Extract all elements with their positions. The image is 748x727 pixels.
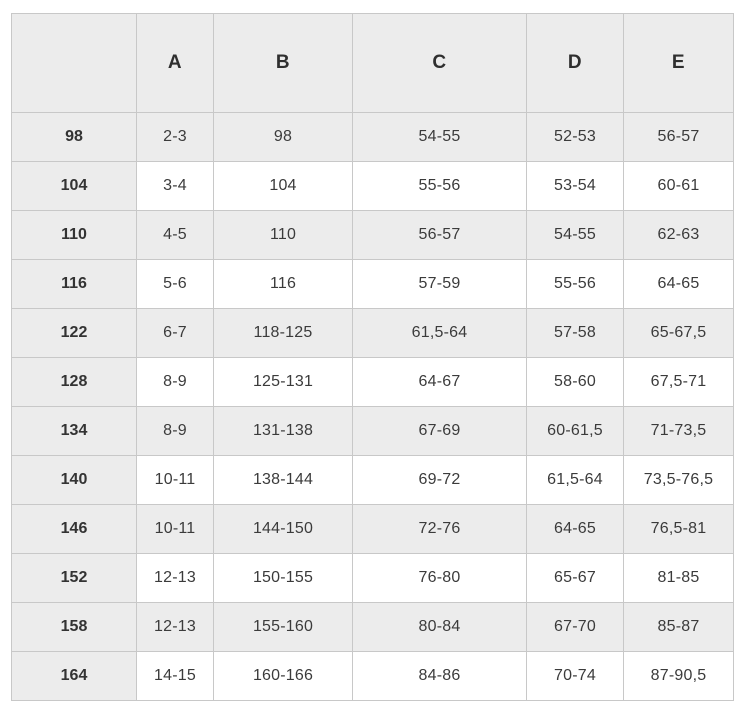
data-cell: 118-125: [213, 308, 353, 358]
data-cell: 81-85: [623, 553, 734, 603]
data-cell: 155-160: [213, 602, 353, 652]
row-label: 140: [11, 455, 137, 505]
data-cell: 144-150: [213, 504, 353, 554]
data-cell: 67,5-71: [623, 357, 734, 407]
data-cell: 60-61: [623, 161, 734, 211]
table-row: 110 4-5 110 56-57 54-55 62-63: [11, 210, 734, 260]
data-cell: 71-73,5: [623, 406, 734, 456]
data-cell: 150-155: [213, 553, 353, 603]
header-cell-E: E: [623, 13, 734, 113]
header-cell-B: B: [213, 13, 353, 113]
table-row: 158 12-13 155-160 80-84 67-70 85-87: [11, 602, 734, 652]
row-label: 134: [11, 406, 137, 456]
data-cell: 116: [213, 259, 353, 309]
data-cell: 3-4: [136, 161, 214, 211]
table-row: 140 10-11 138-144 69-72 61,5-64 73,5-76,5: [11, 455, 734, 505]
data-cell: 104: [213, 161, 353, 211]
data-cell: 64-65: [526, 504, 624, 554]
data-cell: 8-9: [136, 406, 214, 456]
data-cell: 55-56: [526, 259, 624, 309]
data-cell: 62-63: [623, 210, 734, 260]
header-cell-D: D: [526, 13, 624, 113]
data-cell: 6-7: [136, 308, 214, 358]
row-label: 152: [11, 553, 137, 603]
data-cell: 58-60: [526, 357, 624, 407]
data-cell: 67-70: [526, 602, 624, 652]
data-cell: 61,5-64: [352, 308, 527, 358]
data-cell: 12-13: [136, 602, 214, 652]
table-row: 104 3-4 104 55-56 53-54 60-61: [11, 161, 734, 211]
data-cell: 53-54: [526, 161, 624, 211]
data-cell: 10-11: [136, 455, 214, 505]
data-cell: 160-166: [213, 651, 353, 701]
data-cell: 131-138: [213, 406, 353, 456]
header-cell-A: A: [136, 13, 214, 113]
header-cell-corner: [11, 13, 137, 113]
row-label: 110: [11, 210, 137, 260]
data-cell: 65-67,5: [623, 308, 734, 358]
data-cell: 14-15: [136, 651, 214, 701]
table-row: 134 8-9 131-138 67-69 60-61,5 71-73,5: [11, 406, 734, 456]
data-cell: 80-84: [352, 602, 527, 652]
data-cell: 4-5: [136, 210, 214, 260]
header-cell-C: C: [352, 13, 527, 113]
data-cell: 61,5-64: [526, 455, 624, 505]
data-cell: 52-53: [526, 112, 624, 162]
data-cell: 64-65: [623, 259, 734, 309]
data-cell: 110: [213, 210, 353, 260]
row-label: 122: [11, 308, 137, 358]
data-cell: 84-86: [352, 651, 527, 701]
data-cell: 60-61,5: [526, 406, 624, 456]
data-cell: 72-76: [352, 504, 527, 554]
data-cell: 76-80: [352, 553, 527, 603]
data-cell: 56-57: [623, 112, 734, 162]
row-label: 104: [11, 161, 137, 211]
data-cell: 98: [213, 112, 353, 162]
data-cell: 5-6: [136, 259, 214, 309]
table-row: 146 10-11 144-150 72-76 64-65 76,5-81: [11, 504, 734, 554]
data-cell: 85-87: [623, 602, 734, 652]
data-cell: 57-59: [352, 259, 527, 309]
data-cell: 54-55: [352, 112, 527, 162]
table-row: 122 6-7 118-125 61,5-64 57-58 65-67,5: [11, 308, 734, 358]
data-cell: 87-90,5: [623, 651, 734, 701]
data-cell: 125-131: [213, 357, 353, 407]
data-cell: 54-55: [526, 210, 624, 260]
data-cell: 67-69: [352, 406, 527, 456]
data-cell: 64-67: [352, 357, 527, 407]
size-chart-body: 98 2-3 98 54-55 52-53 56-57 104 3-4 104 55-56 53-5…: [11, 112, 734, 701]
table-row: 128 8-9 125-131 64-67 58-60 67,5-71: [11, 357, 734, 407]
data-cell: 76,5-81: [623, 504, 734, 554]
data-cell: 12-13: [136, 553, 214, 603]
row-label: 158: [11, 602, 137, 652]
row-label: 98: [11, 112, 137, 162]
data-cell: 73,5-76,5: [623, 455, 734, 505]
data-cell: 10-11: [136, 504, 214, 554]
table-row: 164 14-15 160-166 84-86 70-74 87-90,5: [11, 651, 734, 701]
table-row: 116 5-6 116 57-59 55-56 64-65: [11, 259, 734, 309]
table-row: 152 12-13 150-155 76-80 65-67 81-85: [11, 553, 734, 603]
row-label: 116: [11, 259, 137, 309]
row-label: 128: [11, 357, 137, 407]
data-cell: 65-67: [526, 553, 624, 603]
data-cell: 56-57: [352, 210, 527, 260]
data-cell: 70-74: [526, 651, 624, 701]
row-label: 146: [11, 504, 137, 554]
row-label: 164: [11, 651, 137, 701]
data-cell: 138-144: [213, 455, 353, 505]
data-cell: 57-58: [526, 308, 624, 358]
data-cell: 2-3: [136, 112, 214, 162]
data-cell: 8-9: [136, 357, 214, 407]
table-row: 98 2-3 98 54-55 52-53 56-57: [11, 112, 734, 162]
data-cell: 55-56: [352, 161, 527, 211]
data-cell: 69-72: [352, 455, 527, 505]
